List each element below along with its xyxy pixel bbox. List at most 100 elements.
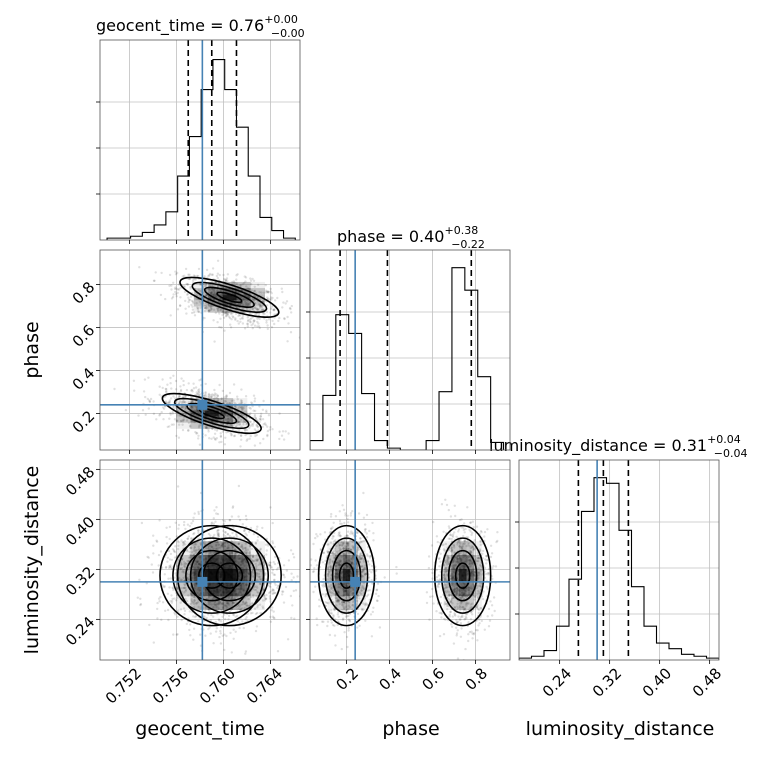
scatter-point [252,299,255,302]
scatter-point [220,561,223,565]
scatter-point [194,386,198,389]
scatter-point [359,557,362,560]
scatter-point [248,530,251,534]
scatter-point [439,595,443,599]
scatter-point [459,602,463,605]
scatter-point [466,594,469,597]
scatter-point [248,437,251,440]
scatter-point [240,560,243,563]
scatter-point [445,586,448,589]
scatter-point [243,558,246,561]
scatter-point [210,521,214,524]
scatter-point [194,562,198,566]
scatter-point [452,566,455,570]
scatter-point [183,584,187,587]
scatter-point [224,618,227,621]
contour-level-4 [161,392,262,435]
scatter-point [272,561,275,564]
scatter-point [181,557,184,560]
scatter-point [453,606,457,610]
scatter-point [266,324,269,327]
scatter-point [214,438,217,441]
scatter-point [359,552,362,556]
scatter-point [183,565,186,568]
scatter-point [336,599,339,603]
scatter-point [259,417,262,420]
scatter-point [259,415,262,418]
scatter-point [183,583,186,586]
scatter-point [230,417,233,420]
scatter-point [230,318,233,321]
scatter-point [454,560,457,564]
scatter-point [224,310,227,314]
scatter-point [230,420,233,423]
scatter-point [366,559,370,563]
scatter-point [178,395,181,398]
scatter-point [229,323,232,326]
scatter-point [174,550,177,554]
scatter-point [259,548,262,551]
scatter-point [198,388,201,391]
scatter-point [222,316,226,319]
scatter-point [229,431,232,435]
scatter-point [246,320,250,323]
scatter-point [225,423,228,427]
scatter-point [478,573,481,576]
scatter-point [291,552,295,556]
scatter-point [346,545,349,548]
scatter-point [245,616,248,619]
scatter-point [272,610,275,613]
scatter-point [182,563,185,566]
scatter-point [254,416,258,420]
scatter-point [235,274,238,277]
scatter-point [448,593,451,596]
scatter-point [238,608,242,612]
scatter-point [467,541,470,545]
scatter-point [217,533,220,537]
scatter-point [187,296,190,299]
scatter-point [455,591,458,595]
density-cell [250,300,265,307]
scatter-point [479,582,482,585]
scatter-point [240,388,243,391]
scatter-point [237,420,240,423]
scatter-point [461,606,464,609]
scatter-point [258,582,262,586]
scatter-point [375,599,379,602]
scatter-point [166,383,169,386]
scatter-point [452,563,456,567]
scatter-point [490,552,494,555]
scatter-point [470,533,473,537]
density-cell [250,281,265,289]
scatter-point [191,390,194,393]
scatter-point [213,551,216,554]
scatter-point [289,594,293,598]
scatter-point [293,617,296,620]
scatter-point [467,555,470,558]
scatter-point [337,600,341,603]
scatter-point [222,529,225,533]
scatter-point [204,391,207,394]
contour-level-1 [216,291,243,304]
scatter-point [176,559,180,562]
scatter-point [466,559,469,562]
scatter-point [456,588,460,591]
scatter-point [445,570,448,573]
scatter-point [184,586,187,590]
density-cell [250,306,265,313]
scatter-point [187,382,190,385]
scatter-point [340,595,343,598]
scatter-point [247,302,250,306]
scatter-point [248,406,251,409]
scatter-point [450,546,453,549]
scatter-point [265,549,268,552]
scatter-point [214,281,217,284]
scatter-point [227,546,230,549]
scatter-point [334,644,337,647]
scatter-point [427,566,431,570]
scatter-point [256,539,259,542]
scatter-point [235,534,238,537]
x-axis-label-phase: phase [382,718,439,740]
scatter-point [341,504,344,507]
scatter-point [237,421,240,424]
